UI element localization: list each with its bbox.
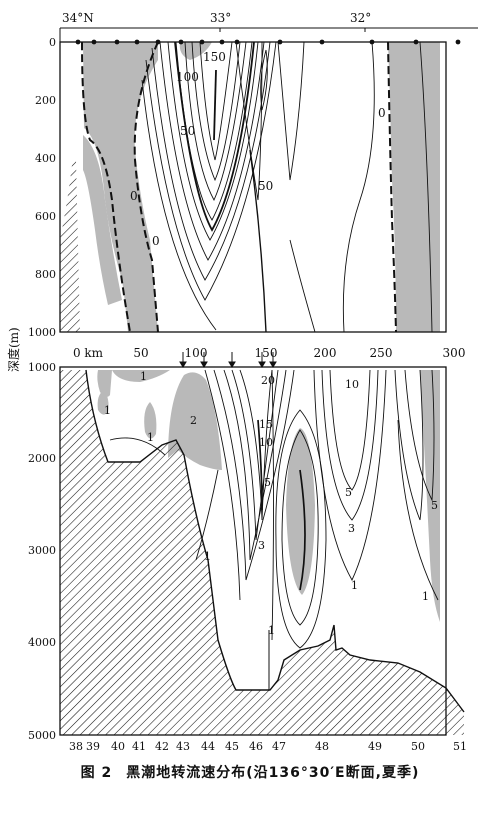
station-48: 48 <box>315 740 329 753</box>
lower-shade-west-blob <box>97 370 112 397</box>
figure-caption-text: 黑潮地转流速分布(沿136°30′E断面,夏季) <box>126 765 420 781</box>
station-41: 41 <box>132 740 146 753</box>
station-45: 45 <box>225 740 239 753</box>
lower-label-5c: 5 <box>431 499 438 512</box>
upper-bottom-hatch <box>60 160 80 332</box>
distance-tick-150: 150 <box>255 346 278 360</box>
lower-label-5b: 5 <box>345 486 352 499</box>
lat-label-32: 32° <box>350 11 371 25</box>
station-43: 43 <box>176 740 190 753</box>
depth-axis-title: 深度(m) <box>6 327 21 372</box>
distance-tick-50: 50 <box>133 346 148 360</box>
station-50: 50 <box>411 740 425 753</box>
arrow-markers <box>179 352 277 368</box>
distance-tick-100: 100 <box>185 346 208 360</box>
distance-tick-300: 300 <box>443 346 466 360</box>
depth-tick-800: 800 <box>35 268 56 281</box>
station-46: 46 <box>249 740 263 753</box>
depth-tick-0: 0 <box>49 36 56 49</box>
upper-jet-bold <box>174 41 255 232</box>
upper-zero-contour-mid <box>133 41 159 333</box>
lower-shade-small1 <box>97 390 109 415</box>
depth-tick-4000: 4000 <box>28 636 56 649</box>
upper-label-0-east: 0 <box>378 106 386 120</box>
lower-bottom-line <box>85 369 465 713</box>
upper-depth-axis: 0 200 400 600 800 1000 <box>28 36 56 339</box>
lower-label-15: 15 <box>259 418 273 431</box>
station-dots <box>75 39 461 45</box>
station-axis: 38 39 40 41 42 43 44 45 46 47 48 49 50 5… <box>69 740 467 753</box>
station-49: 49 <box>368 740 382 753</box>
station-44: 44 <box>201 740 215 753</box>
upper-label-150: 150 <box>203 50 226 64</box>
lower-contours-bold <box>257 419 306 591</box>
upper-frame <box>59 41 447 333</box>
upper-label-100: 100 <box>176 70 199 84</box>
upper-zero-contour-west <box>81 41 131 333</box>
lat-label-34: 34°N <box>62 11 94 25</box>
distance-tick-250: 250 <box>370 346 393 360</box>
lower-label-10a: 10 <box>345 378 359 391</box>
upper-label-0-mid: 0 <box>152 234 160 248</box>
lower-label-20: 20 <box>261 374 275 387</box>
upper-shade-center <box>179 42 212 60</box>
upper-panel: 150 100 50 50 0 0 0 <box>59 39 461 333</box>
lower-shade-small2 <box>144 402 157 439</box>
figure-caption: 图 2 黑潮地转流速分布(沿136°30′E断面,夏季) <box>0 762 500 782</box>
lower-label-1f: 1 <box>351 579 358 592</box>
lower-label-1c: 1 <box>147 431 154 444</box>
lower-label-1a: 1 <box>140 370 147 383</box>
upper-shade-west-core <box>83 135 122 305</box>
lower-shade-mid <box>168 372 222 470</box>
lower-label-3a: 3 <box>258 539 265 552</box>
lower-label-1d: 1 <box>204 550 211 563</box>
upper-zero-contour-east <box>387 41 397 333</box>
figure-number: 图 2 <box>80 765 113 781</box>
depth-tick-3000: 3000 <box>28 544 56 557</box>
lower-label-2: 2 <box>190 414 197 427</box>
depth-tick-2000: 2000 <box>28 452 56 465</box>
lower-label-1b: 1 <box>104 404 111 417</box>
lower-panel: 1 1 1 2 1 20 15 10 10 5 3 1 5 3 1 5 1 <box>59 366 465 736</box>
upper-label-50-left: 50 <box>180 124 195 138</box>
distance-axis: 0 km 50 100 150 200 250 300 <box>73 346 466 368</box>
lower-label-3b: 3 <box>348 522 355 535</box>
distance-tick-200: 200 <box>314 346 337 360</box>
upper-shade-west <box>83 42 158 332</box>
lower-label-5a: 5 <box>264 476 271 489</box>
depth-tick-600: 600 <box>35 210 56 223</box>
station-38: 38 <box>69 740 83 753</box>
lower-shade-eddy <box>286 428 315 595</box>
upper-label-50-right: 50 <box>258 179 273 193</box>
station-47: 47 <box>272 740 286 753</box>
lat-label-33: 33° <box>210 11 231 25</box>
lower-contours <box>109 369 439 649</box>
depth-tick-400: 400 <box>35 152 56 165</box>
lower-label-1e: 1 <box>268 624 275 637</box>
station-42: 42 <box>155 740 169 753</box>
lower-shade-west-top <box>112 370 170 382</box>
distance-tick-0: 0 km <box>73 346 104 360</box>
depth-tick-1000b: 1000 <box>28 361 56 374</box>
lower-label-1g: 1 <box>422 590 429 603</box>
upper-shade-east <box>388 42 440 332</box>
station-51: 51 <box>453 740 467 753</box>
upper-label-0-west: 0 <box>130 189 138 203</box>
lower-bottom-hatch <box>60 370 464 735</box>
lower-label-10b: 10 <box>259 436 273 449</box>
depth-tick-200: 200 <box>35 94 56 107</box>
station-40: 40 <box>111 740 125 753</box>
depth-tick-1000: 1000 <box>28 326 56 339</box>
station-39: 39 <box>86 740 100 753</box>
latitude-axis: 34°N 33° 32° <box>59 11 478 42</box>
depth-tick-5000: 5000 <box>28 729 56 742</box>
lower-depth-axis: 1000 2000 3000 4000 5000 <box>28 361 56 742</box>
